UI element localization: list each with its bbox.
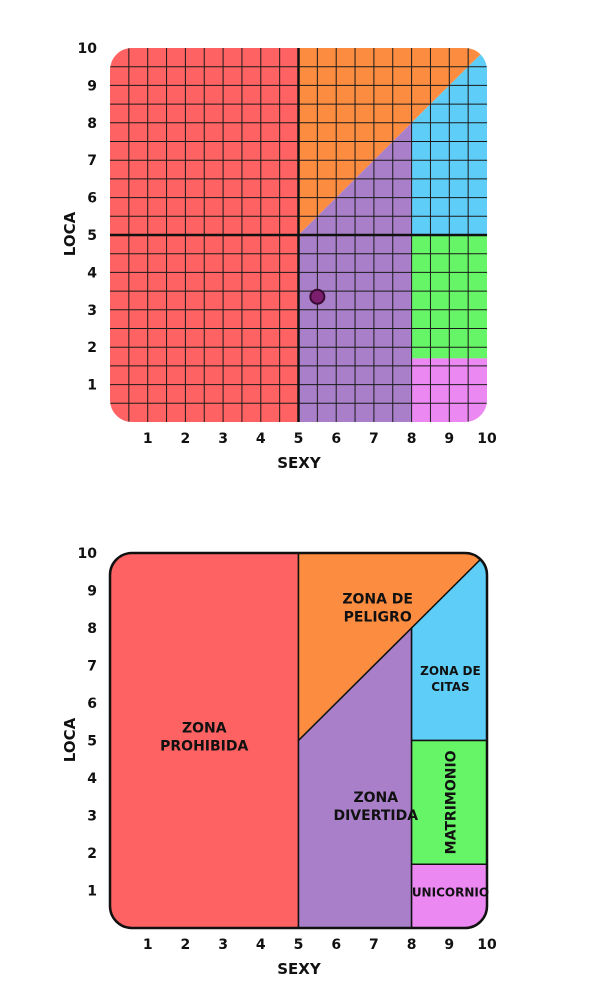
y-tick-label: 10 [78, 41, 98, 57]
zone-citas-area [410, 553, 487, 742]
y-tick-label: 8 [87, 621, 97, 637]
zone-label-line: ZONA DE [420, 664, 481, 678]
x-tick-label: 9 [444, 431, 454, 447]
y-axis-title: LOCA [61, 211, 79, 256]
zone-label-prohibida: ZONA PROHIBIDA [160, 721, 248, 755]
x-tick-label: 9 [444, 937, 454, 953]
y-tick-label: 7 [87, 153, 97, 169]
x-tick-label: 3 [218, 431, 228, 447]
x-axis-tick-labels: 1 2 3 4 5 6 7 8 9 10 [143, 431, 497, 447]
x-tick-label: 10 [477, 431, 497, 447]
zone-prohibida-area [110, 553, 300, 928]
chart-gridded-zones: 1 2 3 4 5 6 7 8 9 10 1 2 3 4 5 6 7 8 9 10 SEXY LOCA [61, 41, 497, 472]
zone-label-unicornio: UNICORNIO [412, 886, 489, 900]
y-tick-label: 6 [87, 696, 97, 712]
x-tick-label: 1 [143, 937, 153, 953]
y-tick-label: 8 [87, 116, 97, 132]
zone-label-line: DIVERTIDA [333, 808, 418, 824]
zone-label-divertida: ZONA DIVERTIDA [333, 790, 418, 824]
zone-label-line: PELIGRO [344, 609, 412, 625]
x-tick-label: 3 [218, 937, 228, 953]
zone-label-peligro: ZONA DE PELIGRO [342, 591, 413, 625]
x-tick-label: 4 [256, 937, 266, 953]
x-tick-label: 2 [181, 937, 191, 953]
x-tick-label: 4 [256, 431, 266, 447]
zone-label-line: UNICORNIO [412, 886, 489, 900]
zone-label-line: MATRIMONIO [443, 750, 459, 854]
zone-label-matrimonio: MATRIMONIO [443, 750, 459, 854]
x-axis-tick-labels: 1 2 3 4 5 6 7 8 9 10 [143, 937, 497, 953]
data-point-marker [309, 288, 326, 305]
x-tick-label: 6 [331, 937, 341, 953]
zone-matrimonio-area [410, 739, 487, 866]
zone-unicornio-area [410, 863, 487, 928]
zone-labels: ZONA PROHIBIDA ZONA DE PELIGRO ZONA DIVERTIDA… [160, 591, 489, 899]
x-tick-label: 10 [477, 937, 497, 953]
y-tick-label: 7 [87, 659, 97, 675]
y-tick-label: 1 [87, 378, 97, 394]
y-tick-label: 1 [87, 884, 97, 900]
zone-label-line: ZONA DE [342, 591, 413, 607]
zone-label-line: ZONA [182, 721, 227, 737]
y-tick-label: 6 [87, 191, 97, 207]
zone-label-line: PROHIBIDA [160, 739, 248, 755]
zone-label-citas: ZONA DE CITAS [420, 664, 481, 694]
y-tick-label: 10 [78, 546, 98, 562]
x-tick-label: 1 [143, 431, 153, 447]
x-tick-label: 5 [294, 431, 304, 447]
x-tick-label: 8 [407, 937, 417, 953]
y-tick-label: 5 [87, 734, 97, 750]
y-tick-label: 9 [87, 78, 97, 94]
x-tick-label: 7 [369, 937, 379, 953]
y-tick-label: 5 [87, 228, 97, 244]
x-tick-label: 7 [369, 431, 379, 447]
x-tick-label: 8 [407, 431, 417, 447]
y-tick-label: 3 [87, 809, 97, 825]
x-axis-title: SEXY [277, 454, 322, 472]
y-tick-label: 9 [87, 584, 97, 600]
y-tick-label: 2 [87, 846, 97, 862]
y-axis-title: LOCA [61, 717, 79, 762]
y-tick-label: 3 [87, 303, 97, 319]
chart-frame [108, 551, 489, 930]
y-axis-tick-labels: 1 2 3 4 5 6 7 8 9 10 [78, 41, 98, 394]
y-tick-label: 4 [87, 771, 97, 787]
y-tick-label: 2 [87, 340, 97, 356]
chart-labeled-zones: ZONA PROHIBIDA ZONA DE PELIGRO ZONA DIVERTIDA… [61, 546, 497, 978]
x-tick-label: 6 [331, 431, 341, 447]
x-tick-label: 5 [294, 937, 304, 953]
zone-label-line: CITAS [431, 680, 469, 694]
x-tick-label: 2 [181, 431, 191, 447]
zone-label-line: ZONA [353, 790, 398, 806]
y-tick-label: 4 [87, 265, 97, 281]
y-axis-tick-labels: 1 2 3 4 5 6 7 8 9 10 [78, 546, 98, 900]
x-axis-title: SEXY [277, 960, 322, 978]
